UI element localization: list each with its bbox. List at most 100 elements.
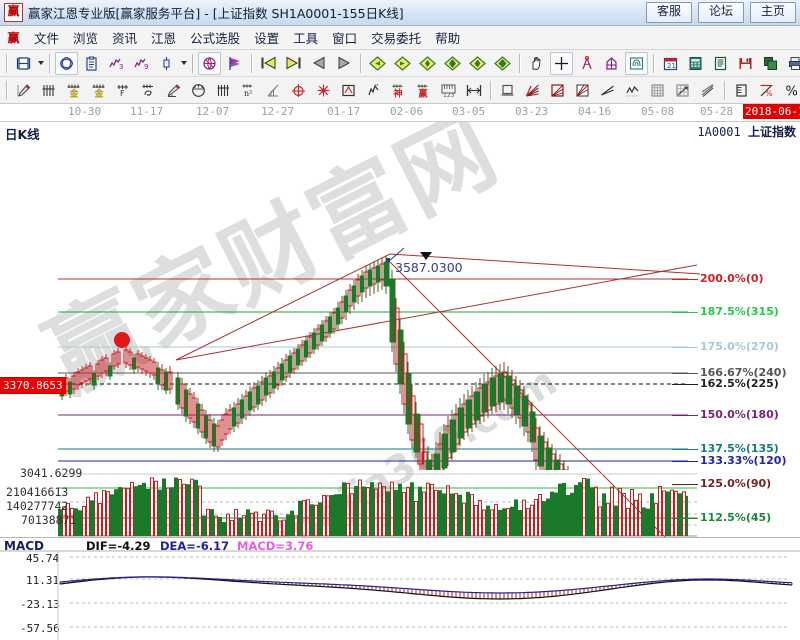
calendar-icon[interactable]: 21: [659, 52, 682, 75]
box-fan-icon[interactable]: [546, 79, 569, 102]
menu-item-news[interactable]: 资讯: [112, 31, 138, 46]
macd-histogram-bar: [779, 582, 781, 585]
calculator-icon[interactable]: [684, 52, 707, 75]
diamond-zoom-in-icon[interactable]: [416, 52, 439, 75]
prev-icon[interactable]: [307, 52, 330, 75]
menu-item-browse[interactable]: 浏览: [73, 31, 99, 46]
volume-bar: [566, 494, 570, 536]
gann-gold-icon[interactable]: 金: [62, 79, 85, 102]
indicator-9-icon[interactable]: 9: [130, 52, 153, 75]
first-page-icon[interactable]: [257, 52, 280, 75]
macd-histogram-bar: [783, 582, 785, 585]
volume-bar: [654, 503, 658, 536]
zigzag-icon[interactable]: [621, 79, 644, 102]
print-icon[interactable]: [784, 52, 800, 75]
fan-red-icon[interactable]: [521, 79, 544, 102]
macd-histogram-bar: [751, 580, 753, 582]
angle-icon[interactable]: [262, 79, 285, 102]
ruler2-icon[interactable]: [730, 79, 753, 102]
layout-dropdown-arrow-icon[interactable]: [36, 53, 45, 74]
volume-bar: [534, 499, 538, 536]
menu-item-tools[interactable]: 工具: [293, 31, 319, 46]
macd-panel[interactable]: MACD DIF=-4.29 DEA=-6.17 MACD=3.76 45.74…: [0, 537, 800, 640]
grid-arrow-icon[interactable]: [671, 79, 694, 102]
menu-item-gann[interactable]: 江恩: [151, 31, 177, 46]
menu-item-file[interactable]: 文件: [34, 31, 60, 46]
copy-icon[interactable]: [759, 52, 782, 75]
candle-dropdown-arrow-icon[interactable]: [179, 53, 188, 74]
box-icon[interactable]: [337, 79, 360, 102]
ying-icon[interactable]: 赢: [412, 79, 435, 102]
menu-item-help[interactable]: 帮助: [435, 31, 461, 46]
last-page-icon[interactable]: [282, 52, 305, 75]
customer-service-button[interactable]: 客服: [646, 2, 692, 23]
candle-icon[interactable]: [155, 52, 178, 75]
homepage-button[interactable]: 主页: [750, 2, 796, 23]
macd-histogram-bar: [587, 588, 589, 593]
volume-bar: [110, 494, 114, 536]
wave-icon[interactable]: ": [362, 79, 385, 102]
grid-lines-icon[interactable]: [37, 79, 60, 102]
menu-item-window[interactable]: 窗口: [332, 31, 358, 46]
diamond-left-icon[interactable]: [366, 52, 389, 75]
angle-line-icon[interactable]: [596, 79, 619, 102]
volume-bar: [206, 508, 210, 536]
volume-bar: [426, 482, 430, 536]
brain-icon[interactable]: [625, 51, 648, 75]
percent-icon[interactable]: %: [780, 79, 800, 102]
volume-bar: [366, 487, 370, 536]
clipboard-icon[interactable]: [80, 52, 103, 75]
flag-icon[interactable]: [223, 52, 246, 75]
diamond-expand-icon[interactable]: [491, 52, 514, 75]
macd-histogram-bar: [383, 587, 385, 591]
macd-histogram-bar: [483, 592, 485, 599]
starburst-icon[interactable]: [312, 79, 335, 102]
ruler-icon[interactable]: 123: [437, 79, 460, 102]
tree-icon[interactable]: [600, 52, 623, 75]
pen-icon[interactable]: [12, 79, 35, 102]
frame-icon[interactable]: [496, 79, 519, 102]
price-chart-panel[interactable]: 赢家财富网 www.yingjia360.com QQ:100800360: [0, 122, 800, 537]
volume-bar: [650, 493, 654, 536]
pen-red-icon[interactable]: [162, 79, 185, 102]
menu-item-trade-order[interactable]: 交易委托: [371, 31, 422, 46]
spiral-icon[interactable]: [137, 79, 160, 102]
menu-item-settings[interactable]: 设置: [254, 31, 280, 46]
circle-grid-icon[interactable]: [187, 79, 210, 102]
globe-icon[interactable]: [198, 51, 221, 75]
indicator-3-icon[interactable]: 3: [105, 52, 128, 75]
menu-item-formula-stock-pick[interactable]: 公式选股: [190, 31, 241, 46]
volume-bar: [274, 515, 278, 536]
grid-square-icon[interactable]: [646, 79, 669, 102]
gann-gold2-icon[interactable]: 金: [87, 79, 110, 102]
span-icon[interactable]: [462, 79, 485, 102]
diamond-right-icon[interactable]: [391, 52, 414, 75]
macd-histogram-bar: [647, 581, 649, 584]
peak-price-annotation: 3587.0300: [395, 260, 463, 275]
forum-button[interactable]: 论坛: [698, 2, 744, 23]
grid-fan-icon[interactable]: [571, 79, 594, 102]
macd-dea-value: DEA=-6.17: [160, 539, 230, 553]
crosshair-icon[interactable]: [550, 51, 573, 75]
network-icon[interactable]: [55, 51, 78, 75]
n-squared-icon[interactable]: n²: [237, 79, 260, 102]
ladder-icon[interactable]: [212, 79, 235, 102]
shen-icon[interactable]: 神: [387, 79, 410, 102]
volume-bar: [538, 493, 542, 536]
hand-icon[interactable]: [525, 52, 548, 75]
target-icon[interactable]: [287, 79, 310, 102]
macd-histogram-bar: [439, 590, 441, 597]
volume-bar: [334, 494, 338, 536]
layout-split-icon[interactable]: [12, 52, 35, 75]
save-icon[interactable]: [734, 52, 757, 75]
compass-icon[interactable]: [575, 52, 598, 75]
macd-histogram-bar: [607, 585, 609, 590]
volume-bar: [158, 489, 162, 536]
diamond-zoom-out-icon[interactable]: [441, 52, 464, 75]
diamond-fit-icon[interactable]: [466, 52, 489, 75]
fan-icon[interactable]: F: [112, 79, 135, 102]
next-icon[interactable]: [332, 52, 355, 75]
trend-icon[interactable]: [696, 79, 719, 102]
percent-chart-icon[interactable]: %: [755, 79, 778, 102]
report-icon[interactable]: [709, 52, 732, 75]
